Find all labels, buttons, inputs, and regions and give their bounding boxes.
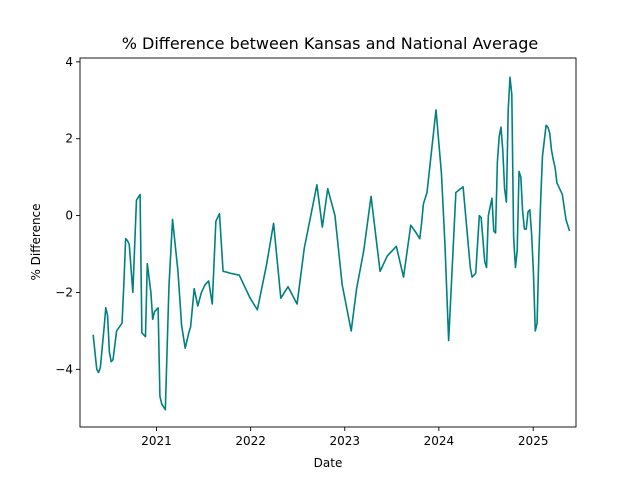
x-tick-label: 2024 bbox=[424, 434, 455, 448]
y-tick-label: 4 bbox=[65, 55, 73, 69]
x-axis-ticks: 2021 2022 2023 2024 2025 bbox=[141, 427, 548, 448]
chart-title: % Difference between Kansas and National… bbox=[122, 34, 539, 53]
series-line bbox=[92, 76, 571, 411]
series-group bbox=[92, 76, 571, 411]
y-axis-label: % Difference bbox=[29, 203, 43, 280]
x-axis-label: Date bbox=[314, 456, 343, 470]
y-axis-ticks: −4 −2 0 2 4 bbox=[55, 55, 80, 376]
x-tick-label: 2022 bbox=[235, 434, 266, 448]
y-tick-label: −2 bbox=[55, 285, 73, 299]
y-tick-label: −4 bbox=[55, 362, 73, 376]
y-tick-label: 2 bbox=[65, 132, 73, 146]
y-tick-label: 0 bbox=[65, 209, 73, 223]
x-tick-label: 2023 bbox=[329, 434, 360, 448]
x-tick-label: 2025 bbox=[518, 434, 549, 448]
x-tick-label: 2021 bbox=[141, 434, 172, 448]
plot-frame bbox=[79, 57, 577, 428]
